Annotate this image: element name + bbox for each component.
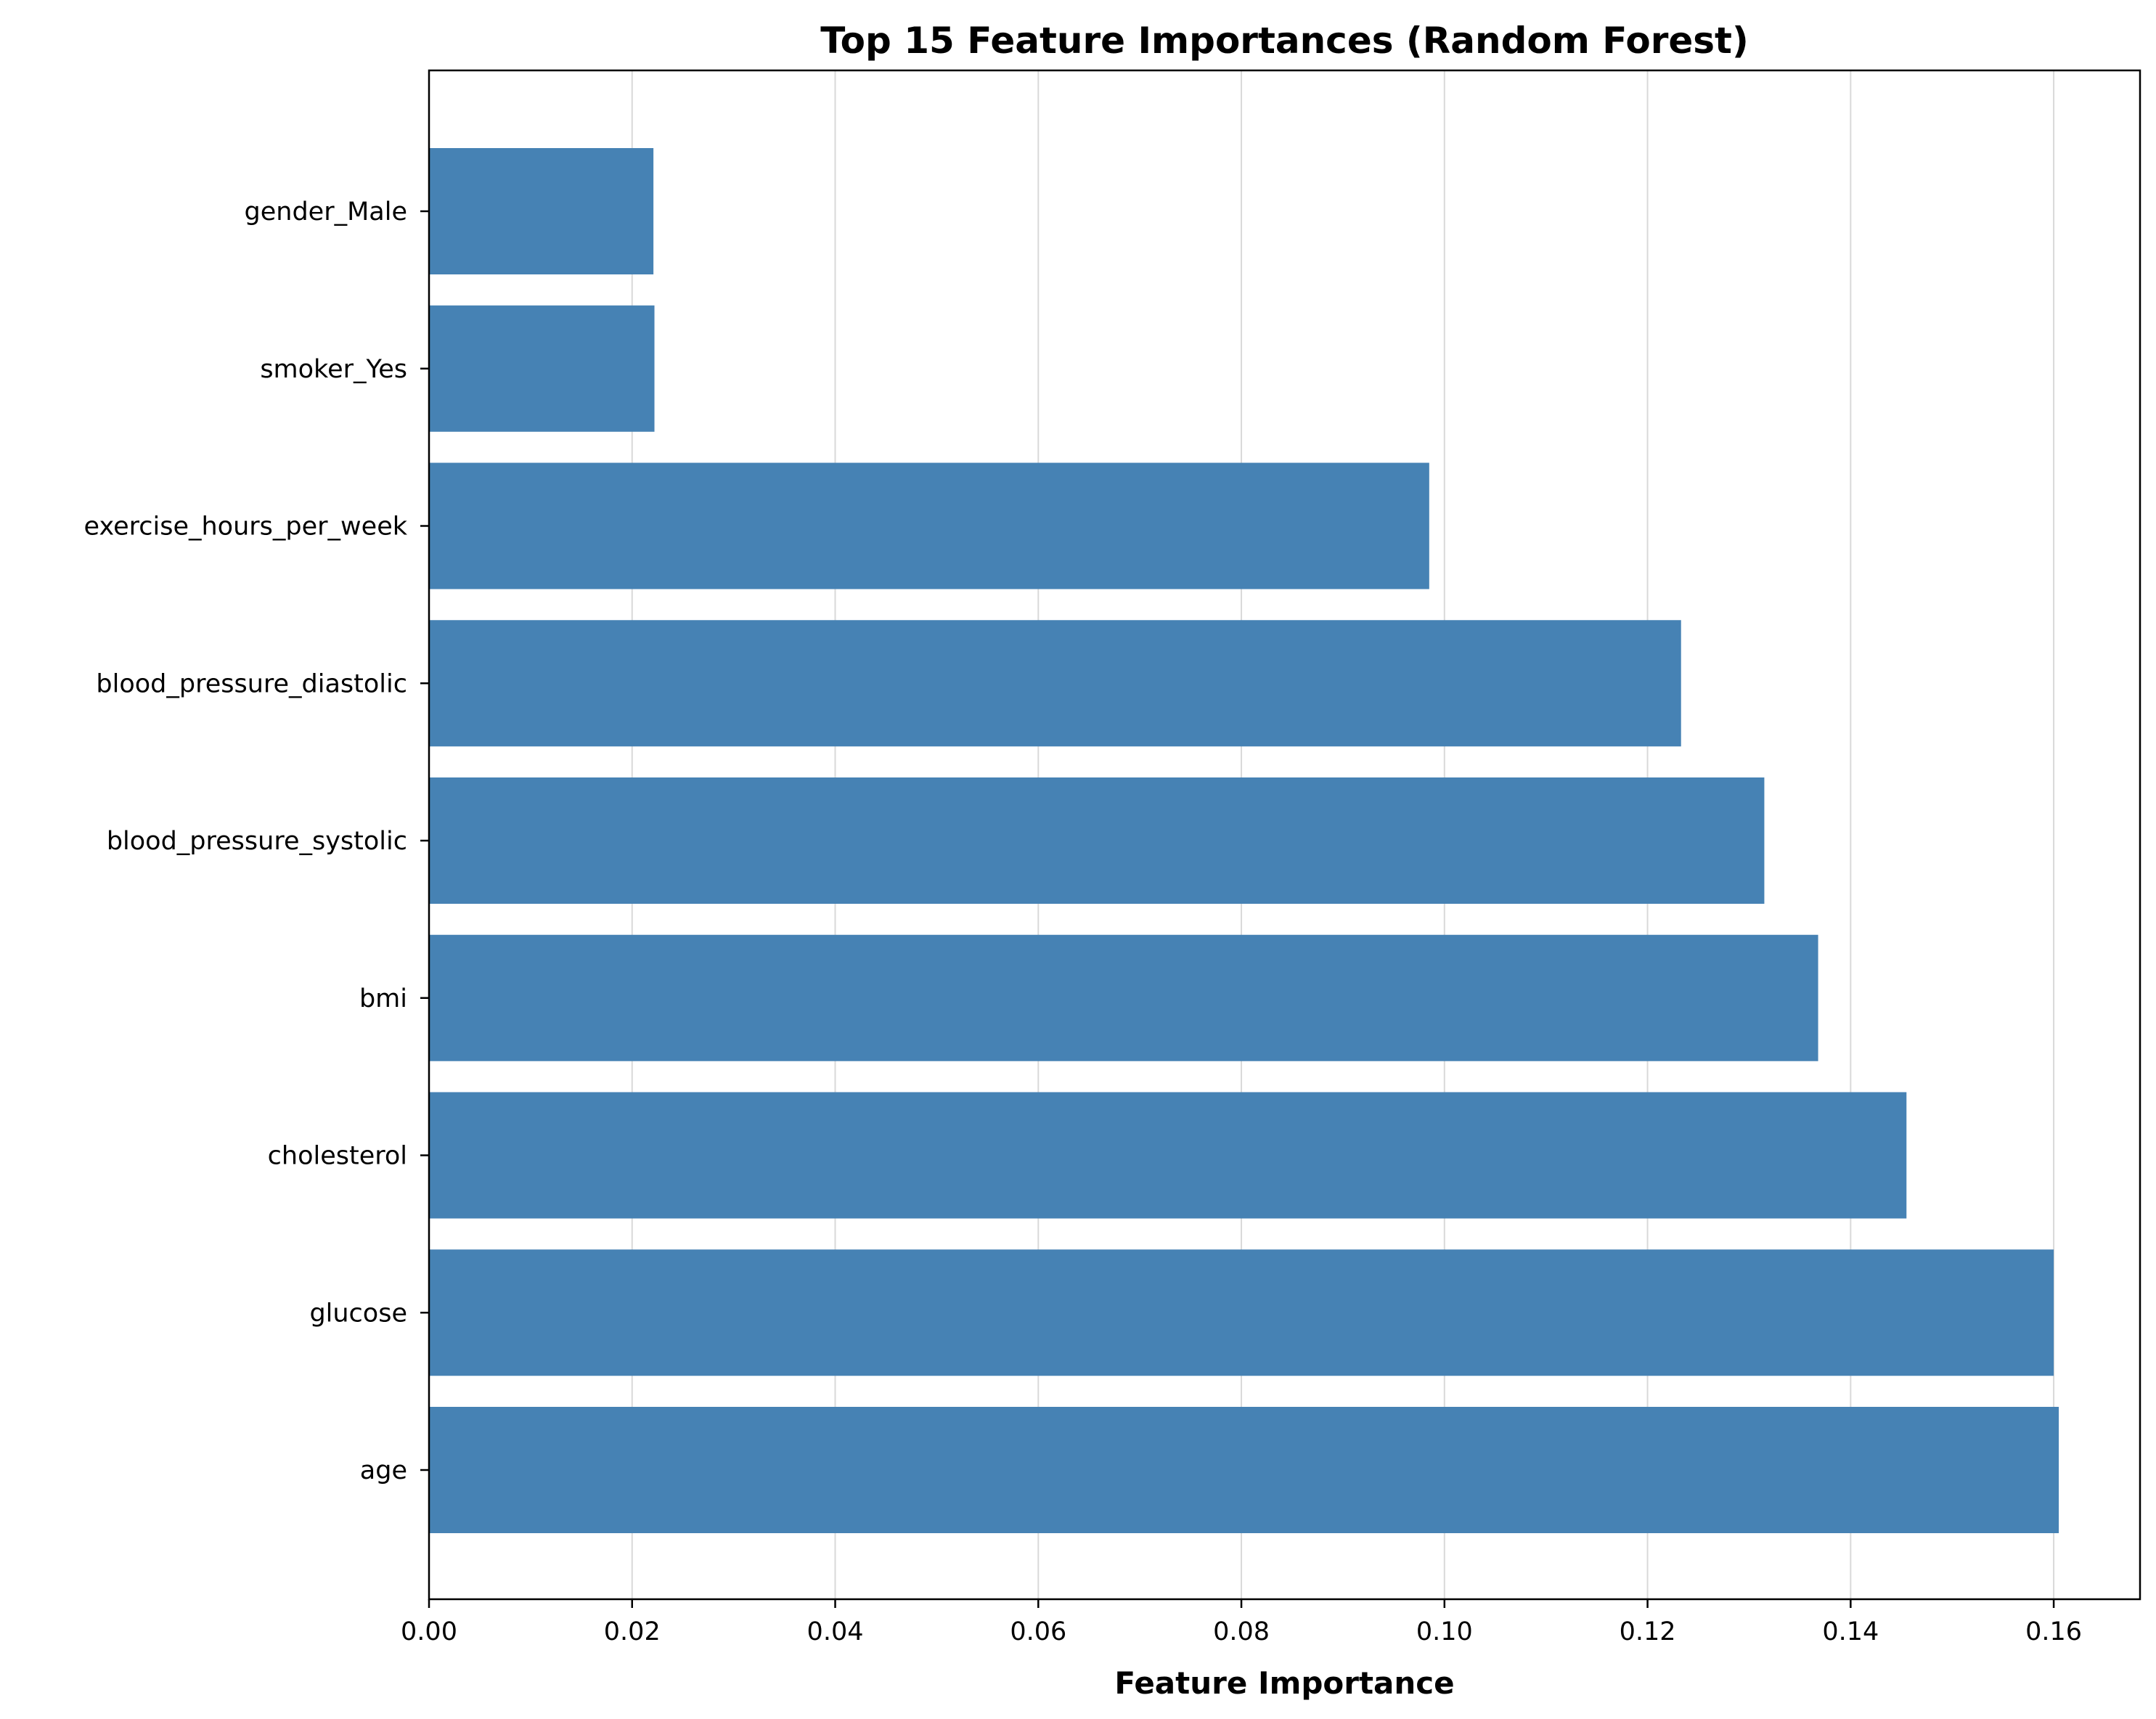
- y-tick-label-bmi: bmi: [359, 984, 407, 1013]
- y-tick-label-cholesterol: cholesterol: [268, 1142, 407, 1171]
- bar-blood_pressure_diastolic: [429, 620, 1681, 747]
- y-tick-label-glucose: glucose: [309, 1299, 407, 1328]
- x-tick-label: 0.06: [1010, 1617, 1066, 1646]
- bar-bmi: [429, 934, 1818, 1061]
- y-tick-label-gender_Male: gender_Male: [245, 197, 407, 226]
- x-ticks: 0.00 0.02 0.04 0.06 0.08 0.10 0.12 0.14 0.16: [401, 1599, 2082, 1646]
- y-tick-label-exercise_hours_per_week: exercise_hours_per_week: [84, 513, 408, 542]
- y-tick-label-age: age: [360, 1456, 407, 1485]
- x-tick-label: 0.08: [1213, 1617, 1270, 1646]
- x-tick-label: 0.14: [1822, 1617, 1879, 1646]
- bar-glucose: [429, 1249, 2054, 1376]
- x-tick-label: 0.16: [2025, 1617, 2082, 1646]
- y-tick-label-blood_pressure_diastolic: blood_pressure_diastolic: [96, 669, 407, 698]
- y-tick-label-blood_pressure_systolic: blood_pressure_systolic: [107, 827, 407, 856]
- axes-layer: [428, 69, 2141, 1601]
- x-axis-label: Feature Importance: [1114, 1665, 1454, 1701]
- y-ticks: age glucose cholesterol bmi blood_pressure_s…: [84, 197, 429, 1485]
- bar-blood_pressure_systolic: [429, 777, 1765, 904]
- x-tick-label: 0.00: [401, 1617, 457, 1646]
- plot-frame: [428, 69, 2141, 1601]
- bar-age: [429, 1407, 2059, 1533]
- y-tick-label-smoker_Yes: smoker_Yes: [260, 355, 407, 384]
- x-tick-label: 0.02: [604, 1617, 661, 1646]
- bar-exercise_hours_per_week: [429, 462, 1429, 589]
- x-tick-label: 0.10: [1416, 1617, 1473, 1646]
- bar-gender_Male: [429, 148, 654, 274]
- x-tick-label: 0.04: [807, 1617, 864, 1646]
- bars-layer: [429, 148, 2059, 1533]
- bar-cholesterol: [429, 1092, 1907, 1219]
- chart-title: Top 15 Feature Importances (Random Fores…: [820, 20, 1749, 62]
- x-tick-label: 0.12: [1620, 1617, 1676, 1646]
- bar-smoker_Yes: [429, 305, 655, 432]
